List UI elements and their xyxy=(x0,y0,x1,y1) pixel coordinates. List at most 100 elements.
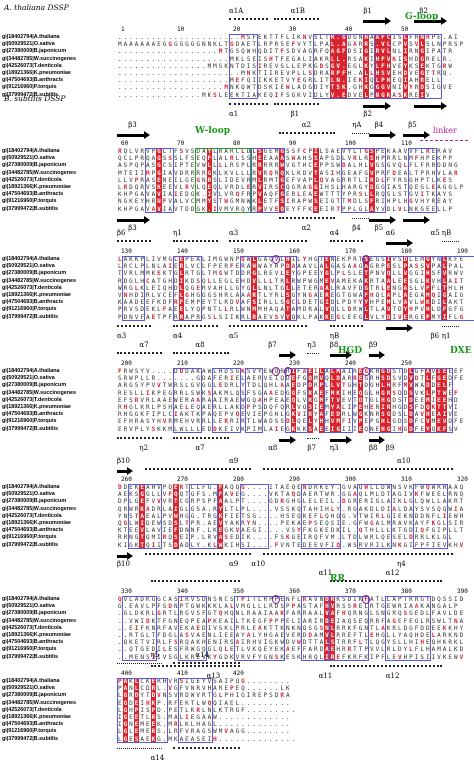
residue: I xyxy=(381,198,385,206)
residue: . xyxy=(145,91,150,99)
residue: . xyxy=(173,91,178,99)
residue: L xyxy=(117,184,122,191)
residue: . xyxy=(201,48,206,56)
residue: A xyxy=(235,292,240,299)
residue: G xyxy=(251,270,257,278)
residue: A xyxy=(162,263,167,271)
residue: Y xyxy=(347,148,352,155)
residue: A xyxy=(347,162,352,170)
residue: D xyxy=(235,270,240,278)
residue: L xyxy=(313,263,318,271)
residue: T xyxy=(431,70,436,77)
residue: I xyxy=(364,176,368,184)
residue: A xyxy=(313,292,318,299)
residue: V xyxy=(414,198,419,206)
residue: M xyxy=(207,62,212,70)
residue: T xyxy=(168,270,172,278)
residue: A xyxy=(151,41,156,49)
residue: V xyxy=(145,191,150,199)
residue: R xyxy=(151,198,156,206)
residue: M xyxy=(140,270,144,278)
beta-strand-arrow xyxy=(117,551,134,560)
residue: S xyxy=(403,176,408,184)
residue: S xyxy=(325,148,329,155)
residue: Q xyxy=(269,169,273,177)
residue: A xyxy=(448,292,452,299)
residue: G xyxy=(347,41,352,49)
residue: E xyxy=(347,277,352,285)
residue: A xyxy=(353,263,357,271)
residue: K xyxy=(235,84,240,92)
residue: I xyxy=(431,84,436,92)
residue: A xyxy=(134,41,139,49)
residue: R xyxy=(437,70,441,77)
residue: E xyxy=(235,77,240,85)
residue: F xyxy=(178,299,185,307)
residue: E xyxy=(313,205,319,213)
residue: T xyxy=(213,299,217,307)
residue: R xyxy=(190,169,195,177)
residue: E xyxy=(129,169,133,177)
residue: A xyxy=(129,299,133,307)
residue: . xyxy=(129,34,133,41)
secondary-structure-top: η5 α14 xyxy=(117,651,469,670)
residue: L xyxy=(218,176,223,184)
residue: T xyxy=(313,169,319,177)
sequence-name: gi|27380009|B.japonicum xyxy=(2,270,67,277)
residue: K xyxy=(414,205,419,213)
residue: Q xyxy=(213,184,217,191)
residue: Y xyxy=(319,270,324,278)
residue: Y xyxy=(269,292,273,299)
residue: D xyxy=(353,198,357,206)
residue: T xyxy=(157,277,161,285)
residue: S xyxy=(448,176,452,184)
residue: I xyxy=(162,169,167,177)
residue: . xyxy=(206,205,213,213)
residue: L xyxy=(353,205,357,213)
residue: . xyxy=(207,34,212,41)
residue: E xyxy=(369,256,374,263)
residue: Y xyxy=(325,84,329,92)
residue: K xyxy=(207,91,212,99)
residue: D xyxy=(347,48,352,56)
residue: E xyxy=(431,155,436,163)
residue: G xyxy=(308,84,312,92)
sequence-name: gi|47504693|B.anthracis xyxy=(2,527,64,534)
residue: E xyxy=(235,277,240,285)
residue: . xyxy=(168,84,172,92)
residue: F xyxy=(453,256,458,263)
residue: R xyxy=(229,155,234,163)
residue: R xyxy=(235,205,240,213)
sequence-name: gi|37999472|B.subtilis xyxy=(2,313,59,320)
residue: A xyxy=(291,263,296,271)
residue: E xyxy=(358,270,363,278)
position-number: 370 xyxy=(345,588,356,595)
residue: P xyxy=(448,205,452,213)
residue: G xyxy=(308,292,312,299)
residue: G xyxy=(280,284,284,292)
residue: G xyxy=(218,270,223,278)
residue: G xyxy=(414,277,419,285)
residue: A xyxy=(325,70,329,77)
position-number: 10 xyxy=(177,26,185,33)
residue: L xyxy=(414,299,419,307)
residue: V xyxy=(308,34,312,41)
residue: P xyxy=(151,169,156,177)
residue: P xyxy=(431,34,436,41)
residue: N xyxy=(201,176,206,184)
residue: L xyxy=(397,292,402,299)
residue: N xyxy=(419,34,425,42)
ss-label: β9 xyxy=(369,341,378,349)
residue: A xyxy=(385,277,392,285)
residue: E xyxy=(381,148,385,155)
residue: R xyxy=(251,292,257,300)
residue: N xyxy=(229,84,234,92)
residue: Q xyxy=(241,48,245,56)
residue: H xyxy=(123,205,128,213)
residue: G xyxy=(397,284,402,292)
position-number: 150 xyxy=(233,248,244,255)
residue: K xyxy=(196,191,200,199)
residue: L xyxy=(385,48,392,56)
